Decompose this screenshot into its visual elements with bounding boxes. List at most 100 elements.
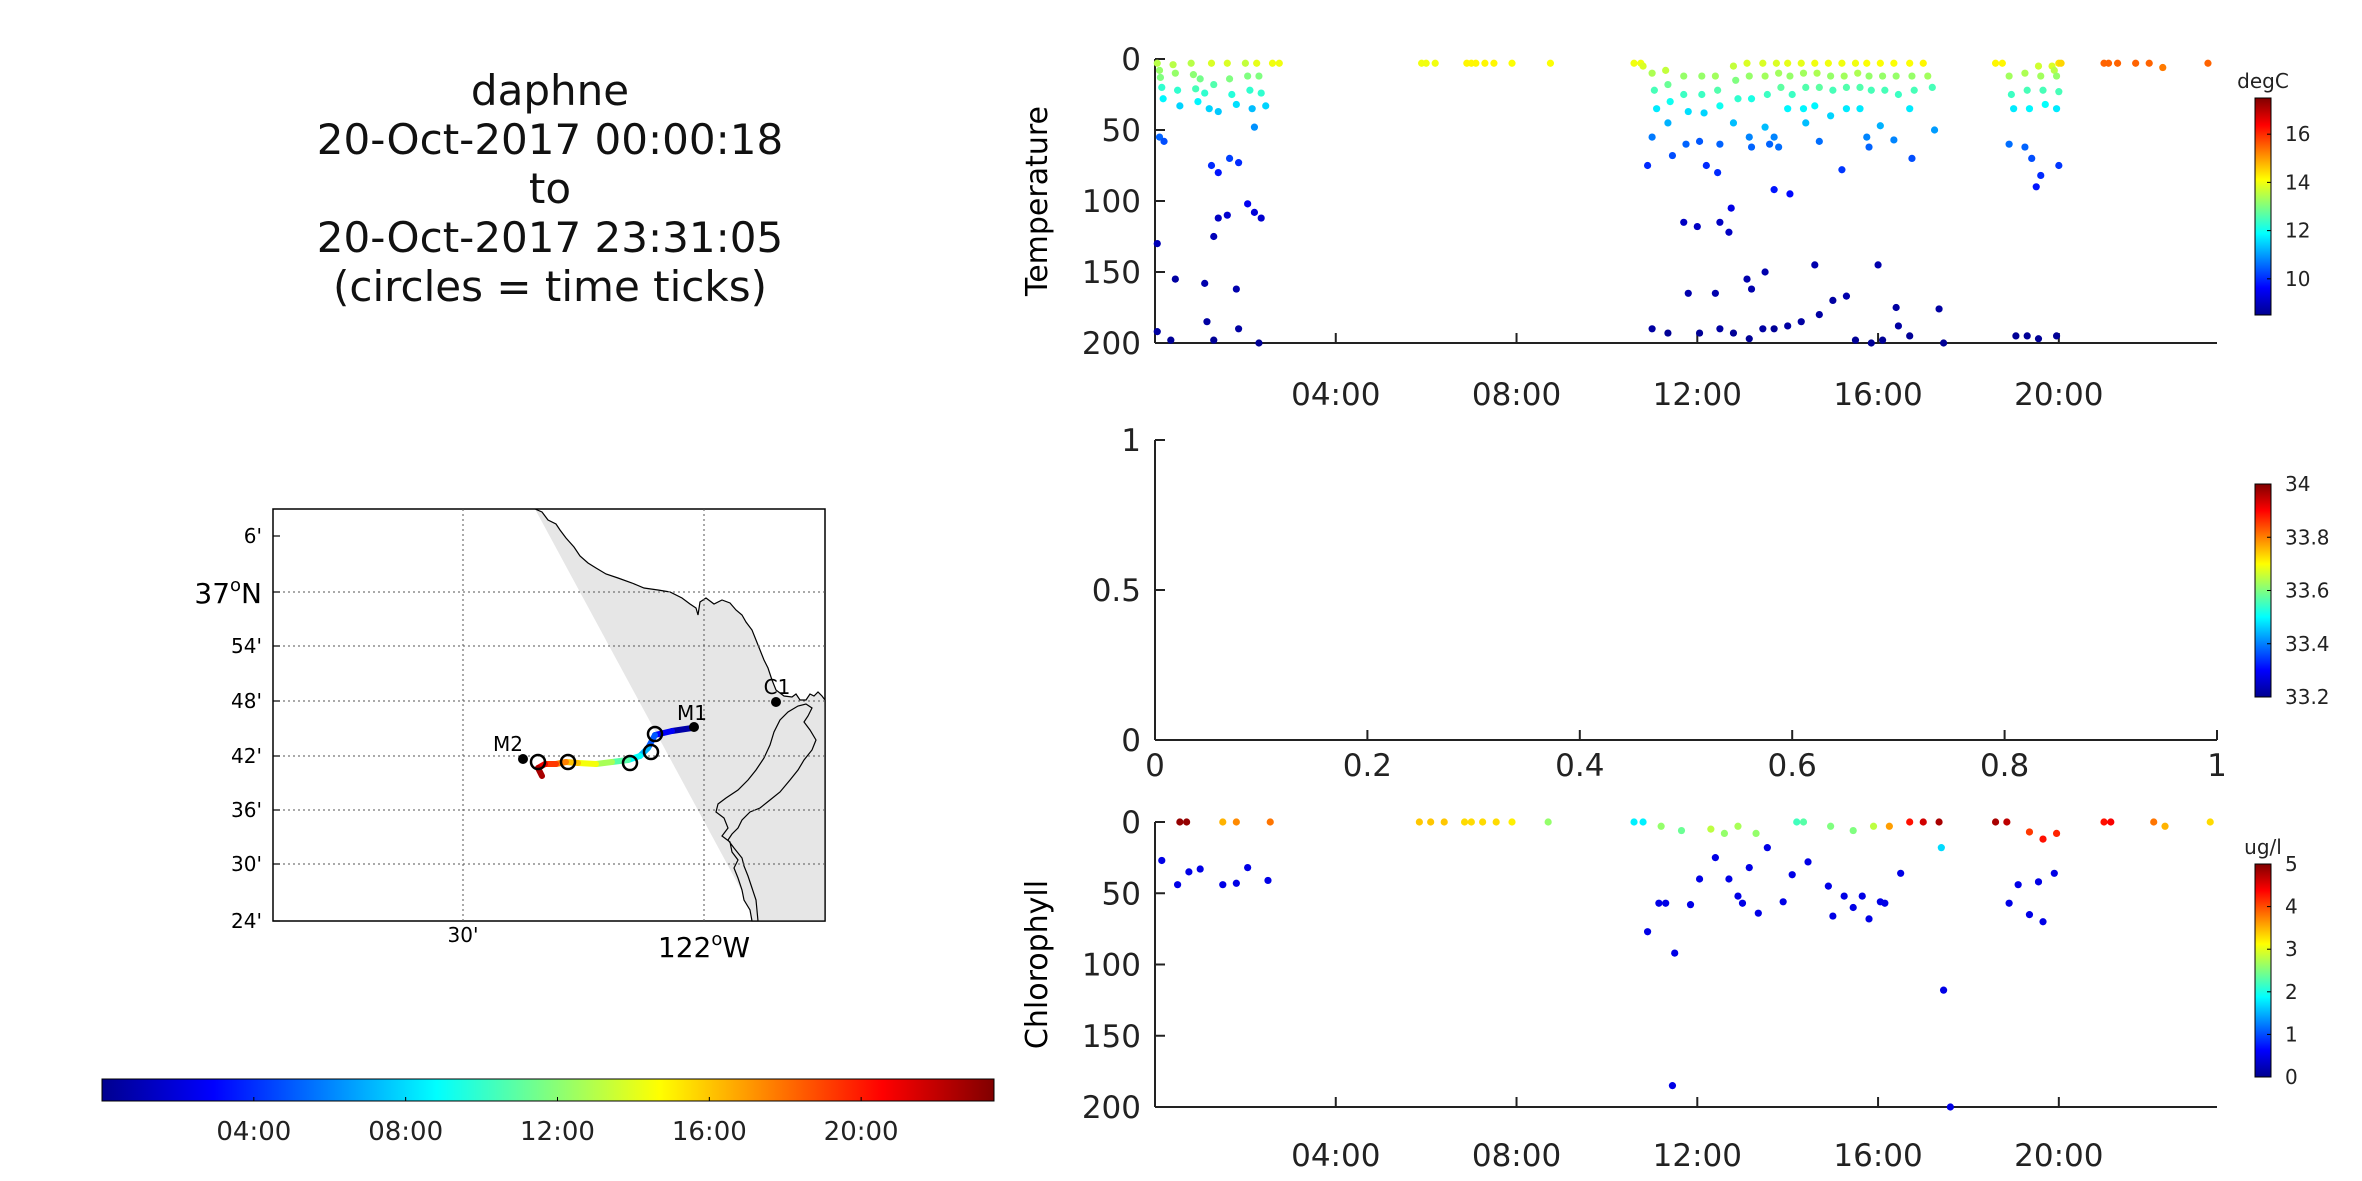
colorbar-tick-label: 16 xyxy=(2285,122,2310,146)
data-point xyxy=(2055,161,2063,170)
data-point xyxy=(2113,59,2122,67)
colorbar-tick-label: 5 xyxy=(2285,852,2298,876)
data-point xyxy=(2037,72,2045,80)
data-point xyxy=(1671,949,1679,957)
data-point xyxy=(1793,818,1801,826)
data-point xyxy=(1219,881,1227,889)
y-tick-label: 50 xyxy=(1102,113,1141,149)
data-point xyxy=(1176,102,1184,110)
y-tick-label: 150 xyxy=(1082,255,1141,291)
data-point xyxy=(1770,325,1778,333)
data-point xyxy=(1881,899,1889,907)
data-point xyxy=(1906,105,1914,113)
data-point xyxy=(1811,261,1819,269)
data-point xyxy=(1643,928,1652,936)
data-point xyxy=(1811,102,1819,110)
data-point xyxy=(2028,154,2036,162)
track-colorbar-label: 04:00 xyxy=(216,1117,291,1147)
data-point xyxy=(1262,102,1270,110)
map-lon-label: 30' xyxy=(448,923,479,947)
data-point xyxy=(2023,332,2031,340)
data-point xyxy=(2032,183,2040,191)
data-point xyxy=(1869,822,1878,830)
time-tick-circle xyxy=(621,754,639,772)
data-point xyxy=(1919,59,1927,67)
data-point xyxy=(1743,59,1751,67)
data-point xyxy=(1906,332,1914,340)
data-point xyxy=(1747,285,1756,293)
x-tick-label: 16:00 xyxy=(1833,1138,1922,1174)
data-point xyxy=(1885,822,1893,830)
data-point xyxy=(1664,329,1672,337)
data-point xyxy=(1729,119,1738,127)
data-point xyxy=(2100,818,2108,826)
data-point xyxy=(1492,818,1500,826)
colorbar-tick-label: 33.2 xyxy=(2285,685,2330,709)
data-point xyxy=(1745,72,1753,80)
data-point xyxy=(1422,59,1430,67)
map-lat-label: 6' xyxy=(244,524,262,548)
data-point xyxy=(1799,818,1808,826)
data-point xyxy=(1680,72,1688,80)
data-point xyxy=(1747,143,1756,151)
data-point xyxy=(1838,166,1846,174)
colorbar-tick-label: 33.6 xyxy=(2285,579,2330,603)
data-point xyxy=(1639,62,1647,70)
data-point xyxy=(1770,133,1778,141)
data-point xyxy=(1939,339,1948,347)
data-point xyxy=(2052,829,2061,838)
data-point xyxy=(1937,844,1945,852)
data-point xyxy=(1171,69,1179,77)
data-point xyxy=(1802,119,1810,127)
track-colorbar-label: 20:00 xyxy=(824,1117,899,1147)
data-point xyxy=(1684,107,1692,116)
data-point xyxy=(1906,818,1914,826)
data-point xyxy=(2003,818,2011,826)
data-point xyxy=(1244,200,1252,208)
data-point xyxy=(1716,218,1724,226)
data-point xyxy=(1797,59,1805,67)
data-point xyxy=(1472,59,1480,67)
time-tick-circle xyxy=(529,753,547,771)
data-point xyxy=(1169,61,1177,69)
colorbar-tick-label: 33.8 xyxy=(2285,525,2330,549)
x-tick-label: 04:00 xyxy=(1291,377,1380,413)
time-tick-circle xyxy=(559,753,577,771)
x-tick-label: 12:00 xyxy=(1653,377,1742,413)
data-point xyxy=(1851,59,1860,67)
data-point xyxy=(1686,901,1695,909)
data-point xyxy=(1856,105,1864,113)
data-point xyxy=(1257,89,1265,97)
track-colorbar-label: 12:00 xyxy=(520,1117,595,1147)
data-point xyxy=(1196,75,1204,83)
data-point xyxy=(1815,83,1823,91)
data-point xyxy=(1867,86,1875,94)
data-point xyxy=(2010,105,2018,113)
data-point xyxy=(1786,72,1794,80)
map-land xyxy=(534,508,826,922)
data-point xyxy=(1228,90,1236,99)
map-lat-label: 30' xyxy=(231,852,262,876)
data-point xyxy=(1225,154,1234,162)
data-point xyxy=(1479,818,1487,826)
data-point xyxy=(1253,59,1261,67)
panel-temperature: 0 50 100 150 200 04:00 08:00 12:00 16:00 20:00 Tem… xyxy=(1020,42,2310,413)
data-point xyxy=(1897,869,1905,877)
colorbar-tick-label: 4 xyxy=(2285,895,2298,919)
x-tick-label: 0 xyxy=(1145,748,1165,784)
data-point xyxy=(1732,76,1740,84)
data-point xyxy=(1788,871,1796,879)
data-point xyxy=(1235,325,1243,333)
data-point xyxy=(1223,59,1231,67)
data-point xyxy=(1648,325,1656,333)
data-point xyxy=(1664,80,1672,89)
data-point xyxy=(1275,59,1283,67)
colorbar-tick-label: 33.4 xyxy=(2285,632,2330,656)
colorbar-gradient xyxy=(2254,863,2272,1078)
data-point xyxy=(1250,208,1259,216)
data-point xyxy=(1827,822,1835,830)
data-point xyxy=(1460,818,1469,826)
data-point xyxy=(1815,311,1823,319)
data-point xyxy=(2204,59,2212,67)
data-point xyxy=(1255,339,1263,347)
